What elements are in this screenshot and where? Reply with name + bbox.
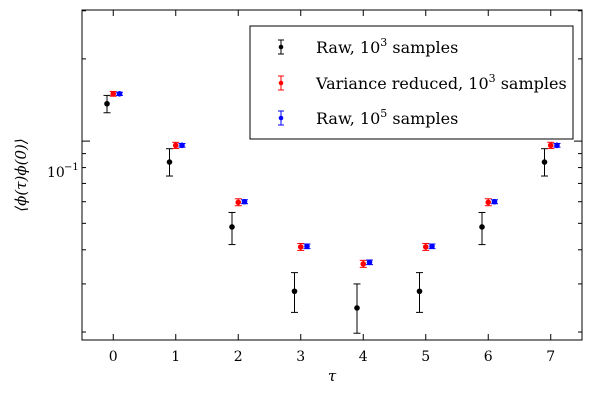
- legend-marker-2-dot: [278, 115, 284, 121]
- legend-label-2: Raw, 105 samples: [316, 107, 458, 128]
- series-1-point-0: [110, 91, 117, 97]
- x-tick-label-1: 1: [171, 349, 180, 365]
- legend-label-0: Raw, 103 samples: [316, 36, 458, 57]
- series-1-point-6: [485, 199, 492, 206]
- series-0-point-2: [229, 224, 235, 230]
- y-tick-label-exp: −1: [64, 162, 79, 173]
- series-2-point-6: [491, 198, 498, 205]
- series-1-point-2: [235, 199, 242, 206]
- series-0-point-4: [354, 305, 360, 311]
- x-axis-label: τ: [328, 367, 337, 385]
- series-0-point-3: [291, 288, 298, 295]
- legend-marker-0-dot: [278, 44, 284, 50]
- legend-marker-1-dot: [278, 80, 284, 86]
- x-tick-label-4: 4: [359, 349, 368, 365]
- legend-label-0-exp: 3: [380, 36, 387, 49]
- series-layer: [103, 90, 561, 334]
- series-2-point-7: [554, 142, 560, 149]
- x-tick-label-6: 6: [484, 349, 493, 365]
- series-2-point-4: [366, 259, 373, 266]
- legend: Raw, 103 samples Variance reduced, 103 s…: [249, 25, 574, 140]
- series-1: [109, 90, 555, 268]
- legend-label-0-suffix: samples: [387, 38, 458, 57]
- x-tick-label-3: 3: [296, 349, 305, 365]
- x-tick-label-2: 2: [234, 349, 243, 365]
- legend-label-1: Variance reduced, 103 samples: [315, 72, 567, 93]
- x-tick-label-0: 0: [109, 349, 118, 365]
- legend-label-0-prefix: Raw, 10: [316, 38, 380, 57]
- series-1-point-3: [297, 244, 304, 250]
- series-2-point-3: [304, 243, 310, 250]
- y-axis: [82, 10, 582, 333]
- series-2-point-5: [429, 243, 435, 250]
- series-0-point-0: [104, 100, 110, 107]
- series-0-point-5: [416, 288, 423, 295]
- legend-label-2-suffix: samples: [387, 109, 458, 128]
- legend-label-1-prefix: Variance reduced, 10: [315, 74, 489, 93]
- legend-label-1-suffix: samples: [496, 74, 567, 93]
- series-1-point-5: [422, 244, 429, 250]
- y-axis-label: ⟨ϕ(τ)ϕ(0)⟩: [12, 138, 30, 211]
- series-2-point-0: [116, 91, 123, 97]
- series-1-point-1: [172, 142, 179, 149]
- legend-label-2-prefix: Raw, 10: [316, 109, 380, 128]
- series-2-point-1: [179, 142, 185, 149]
- series-0-point-7: [541, 159, 548, 165]
- legend-box: [249, 25, 574, 140]
- x-axis: 0 1 2 3 4 5 6 7: [109, 10, 555, 365]
- y-tick-label-base: 10: [47, 165, 65, 181]
- series-0-point-6: [479, 224, 485, 230]
- x-tick-label-7: 7: [546, 349, 555, 365]
- series-0-point-1: [166, 159, 173, 165]
- legend-label-2-exp: 5: [380, 107, 387, 120]
- series-1-point-4: [360, 261, 367, 267]
- series-1-point-7: [547, 142, 554, 149]
- series-2: [116, 91, 561, 266]
- series-2-point-2: [241, 198, 248, 205]
- legend-label-1-exp: 3: [489, 72, 496, 85]
- x-tick-label-5: 5: [421, 349, 430, 365]
- series-0: [103, 94, 548, 334]
- plot-frame: [81, 9, 583, 341]
